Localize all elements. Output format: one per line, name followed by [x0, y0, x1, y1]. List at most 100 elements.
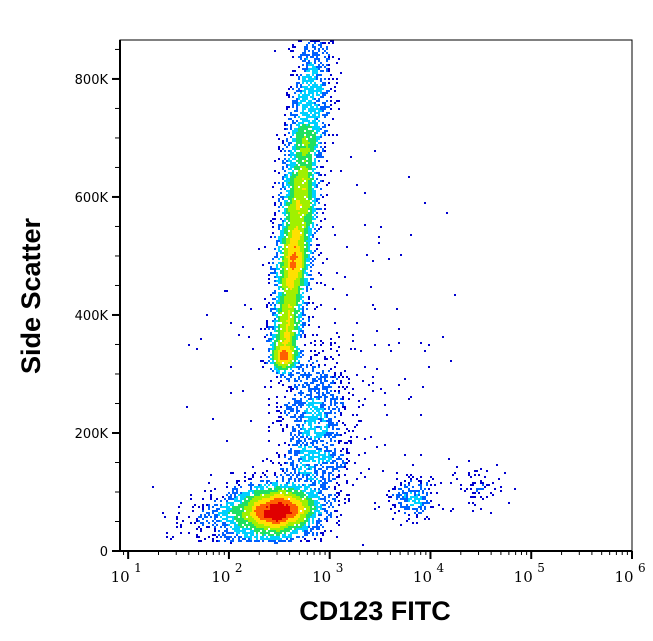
- event-bin: [304, 80, 306, 82]
- event-bin: [298, 352, 300, 354]
- event-bin: [408, 498, 410, 500]
- event-bin: [330, 432, 332, 434]
- event-bin: [304, 182, 306, 184]
- event-bin: [292, 444, 294, 446]
- event-bin: [284, 238, 286, 240]
- event-bin: [316, 500, 318, 502]
- event-bin: [292, 294, 294, 296]
- event-bin: [314, 98, 316, 100]
- event-bin: [302, 324, 304, 326]
- event-bin: [326, 380, 328, 382]
- event-bin: [452, 508, 454, 510]
- event-bin: [268, 328, 270, 330]
- event-bin: [258, 248, 260, 250]
- event-bin: [306, 160, 308, 162]
- event-bin: [308, 134, 310, 136]
- event-bin: [254, 472, 256, 474]
- event-bin: [274, 504, 276, 506]
- event-bin: [284, 210, 286, 212]
- event-bin: [288, 312, 290, 314]
- event-bin: [292, 354, 294, 356]
- event-bin: [242, 518, 244, 520]
- event-bin: [310, 220, 312, 222]
- event-bin: [362, 380, 364, 382]
- event-bin: [262, 500, 264, 502]
- event-bin: [282, 536, 284, 538]
- event-bin: [266, 322, 268, 324]
- event-bin: [304, 158, 306, 160]
- event-bin: [308, 274, 310, 276]
- event-bin: [230, 510, 232, 512]
- event-bin: [310, 64, 312, 66]
- event-bin: [296, 90, 298, 92]
- event-bin: [312, 516, 314, 518]
- event-bin: [310, 210, 312, 212]
- event-bin: [290, 252, 292, 254]
- event-bin: [412, 490, 414, 492]
- event-bin: [286, 310, 288, 312]
- event-bin: [292, 308, 294, 310]
- event-bin: [262, 540, 264, 542]
- event-bin: [314, 154, 316, 156]
- event-bin: [292, 246, 294, 248]
- event-bin: [468, 472, 470, 474]
- event-bin: [326, 70, 328, 72]
- event-bin: [292, 256, 294, 258]
- event-bin: [324, 82, 326, 84]
- event-bin: [312, 260, 314, 262]
- event-bin: [480, 488, 482, 490]
- event-bin: [298, 378, 300, 380]
- event-bin: [282, 490, 284, 492]
- event-bin: [398, 488, 400, 490]
- event-bin: [310, 428, 312, 430]
- event-bin: [280, 304, 282, 306]
- event-bin: [262, 508, 264, 510]
- event-bin: [296, 208, 298, 210]
- event-bin: [292, 206, 294, 208]
- event-bin: [284, 338, 286, 340]
- event-bin: [292, 346, 294, 348]
- event-bin: [326, 446, 328, 448]
- event-bin: [318, 398, 320, 400]
- event-bin: [298, 478, 300, 480]
- event-bin: [280, 406, 282, 408]
- event-bin: [310, 392, 312, 394]
- event-bin: [294, 480, 296, 482]
- event-bin: [364, 438, 366, 440]
- event-bin: [292, 326, 294, 328]
- event-bin: [312, 90, 314, 92]
- event-bin: [296, 488, 298, 490]
- event-bin: [314, 76, 316, 78]
- event-bin: [298, 506, 300, 508]
- event-bin: [312, 528, 314, 530]
- event-bin: [222, 534, 224, 536]
- event-bin: [288, 190, 290, 192]
- event-bin: [314, 124, 316, 126]
- event-bin: [308, 524, 310, 526]
- event-bin: [306, 46, 308, 48]
- event-bin: [376, 368, 378, 370]
- event-bin: [212, 524, 214, 526]
- event-bin: [314, 126, 316, 128]
- event-bin: [246, 540, 248, 542]
- event-bin: [276, 302, 278, 304]
- event-bin: [234, 510, 236, 512]
- event-bin: [268, 502, 270, 504]
- event-bin: [300, 450, 302, 452]
- event-bin: [274, 472, 276, 474]
- event-bin: [302, 270, 304, 272]
- event-bin: [294, 492, 296, 494]
- event-bin: [330, 74, 332, 76]
- event-bin: [308, 284, 310, 286]
- event-bin: [286, 414, 288, 416]
- event-bin: [298, 300, 300, 302]
- event-bin: [290, 192, 292, 194]
- event-bin: [230, 494, 232, 496]
- event-bin: [288, 154, 290, 156]
- event-bin: [280, 298, 282, 300]
- event-bin: [278, 172, 280, 174]
- event-bin: [296, 142, 298, 144]
- event-bin: [236, 490, 238, 492]
- event-bin: [292, 266, 294, 268]
- event-bin: [400, 488, 402, 490]
